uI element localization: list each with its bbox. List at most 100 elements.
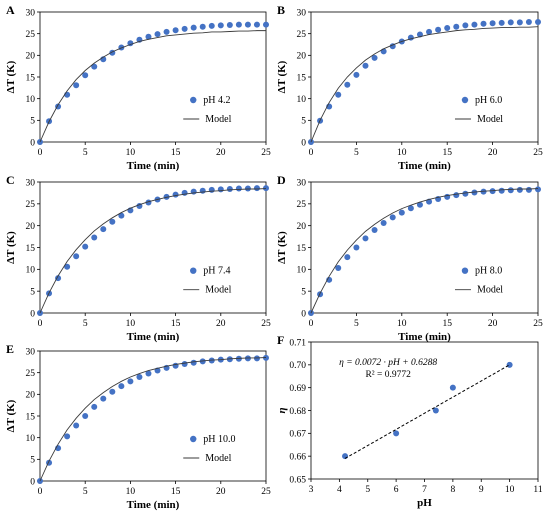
data-point [145, 370, 152, 377]
y-tick-label: 10 [297, 95, 307, 105]
data-point [480, 20, 487, 27]
y-tick-label: 0.67 [289, 430, 306, 440]
panel-a: 0 5 10 15 20 25 0 5 10 15 20 25 30 Time (min) ΔT (K) Ap… [5, 3, 271, 172]
data-point [118, 212, 125, 219]
x-axis-title: pH [417, 497, 432, 509]
data-point [181, 361, 188, 367]
y-tick-label: 15 [297, 73, 307, 83]
x-tick-label: 5 [354, 148, 359, 158]
x-tick-label: 5 [83, 319, 88, 329]
data-point [253, 185, 260, 192]
data-point [190, 359, 197, 366]
y-tick-label: 5 [30, 287, 35, 297]
data-point [181, 189, 188, 196]
y-tick-label: 0.71 [289, 338, 306, 348]
y-tick-label: 25 [26, 200, 36, 210]
y-tick-label: 30 [297, 8, 307, 18]
plot-frame [310, 11, 539, 143]
data-point [64, 263, 71, 270]
x-tick-label: 15 [442, 148, 452, 158]
data-point [398, 209, 405, 216]
x-tick-label: 15 [442, 319, 452, 329]
x-tick-label: 25 [261, 148, 271, 158]
y-tick-label: 20 [26, 391, 36, 401]
fit-r-squared: R² = 0.9772 [365, 370, 411, 380]
data-point [172, 27, 179, 34]
y-tick-label: 15 [297, 244, 307, 254]
y-tick-label: 0.69 [289, 384, 306, 394]
y-tick-label: 0 [30, 309, 35, 319]
y-axis-title: ΔT (K) [5, 399, 17, 432]
y-tick-label: 25 [26, 30, 36, 40]
data-point [432, 407, 439, 414]
x-tick-label: 20 [216, 487, 226, 497]
x-axis-title: Time (min) [127, 160, 180, 172]
legend-label: Model [205, 285, 231, 296]
data-point [91, 403, 98, 410]
legend-label: Model [205, 453, 231, 464]
data-point [435, 26, 442, 33]
x-tick-label: 4 [337, 485, 342, 495]
y-tick-label: 0 [301, 138, 306, 148]
y-tick-label: 25 [26, 369, 36, 379]
data-point [208, 22, 215, 29]
data-point [208, 186, 215, 193]
y-tick-label: 0.65 [289, 475, 306, 485]
data-point [145, 33, 152, 40]
data-point [462, 190, 469, 197]
x-tick-label: 20 [216, 319, 226, 329]
x-axis-title: Time (min) [127, 331, 180, 343]
legend-label: Model [477, 114, 503, 125]
data-point [181, 25, 188, 32]
x-tick-label: 25 [533, 319, 543, 329]
x-tick-label: 5 [365, 485, 370, 495]
y-tick-label: 20 [297, 222, 307, 232]
y-tick-label: 20 [26, 52, 36, 62]
y-tick-label: 25 [297, 200, 307, 210]
panel-d: 0 5 10 15 20 25 0 5 10 15 20 25 30 Time (min) ΔT (K) Dp… [276, 173, 543, 343]
x-tick-label: 0 [38, 487, 43, 497]
data-point [507, 187, 514, 194]
x-axis-title: Time (min) [398, 331, 451, 343]
data-point [444, 25, 451, 32]
fit-line [344, 364, 510, 459]
legend-label: pH 7.4 [203, 266, 230, 277]
panel-letter: B [277, 3, 285, 17]
data-point [217, 186, 224, 193]
y-tick-label: 10 [26, 434, 36, 444]
y-tick-label: 20 [26, 222, 36, 232]
x-tick-label: 0 [309, 148, 314, 158]
legend-label: pH 6.0 [475, 95, 502, 106]
data-point [525, 18, 532, 25]
legend-label: Model [205, 114, 231, 125]
legend-marker [461, 267, 469, 274]
x-tick-label: 7 [422, 485, 427, 495]
data-point [516, 186, 523, 193]
y-tick-label: 25 [297, 30, 307, 40]
data-point [190, 188, 197, 195]
x-tick-label: 5 [354, 319, 359, 329]
panel-letter: C [6, 173, 15, 187]
y-tick-label: 10 [26, 266, 36, 276]
y-tick-label: 30 [26, 347, 36, 357]
data-point [109, 218, 116, 225]
y-axis-title: ΔT (K) [5, 231, 17, 264]
data-point [136, 374, 143, 380]
data-point [82, 243, 89, 250]
data-point [535, 18, 541, 25]
data-point [462, 22, 469, 29]
data-point [190, 24, 197, 31]
y-tick-label: 10 [26, 95, 36, 105]
data-point [380, 220, 387, 227]
legend-label: pH 4.2 [203, 95, 230, 106]
x-tick-label: 8 [451, 485, 456, 495]
x-tick-label: 10 [397, 319, 407, 329]
data-point [91, 234, 98, 241]
x-tick-label: 9 [479, 485, 484, 495]
x-tick-label: 0 [38, 148, 43, 158]
legend-marker [461, 96, 469, 104]
x-tick-label: 10 [126, 148, 136, 158]
data-point [498, 187, 505, 194]
x-axis-title: Time (min) [398, 160, 451, 172]
x-tick-label: 10 [126, 319, 136, 329]
